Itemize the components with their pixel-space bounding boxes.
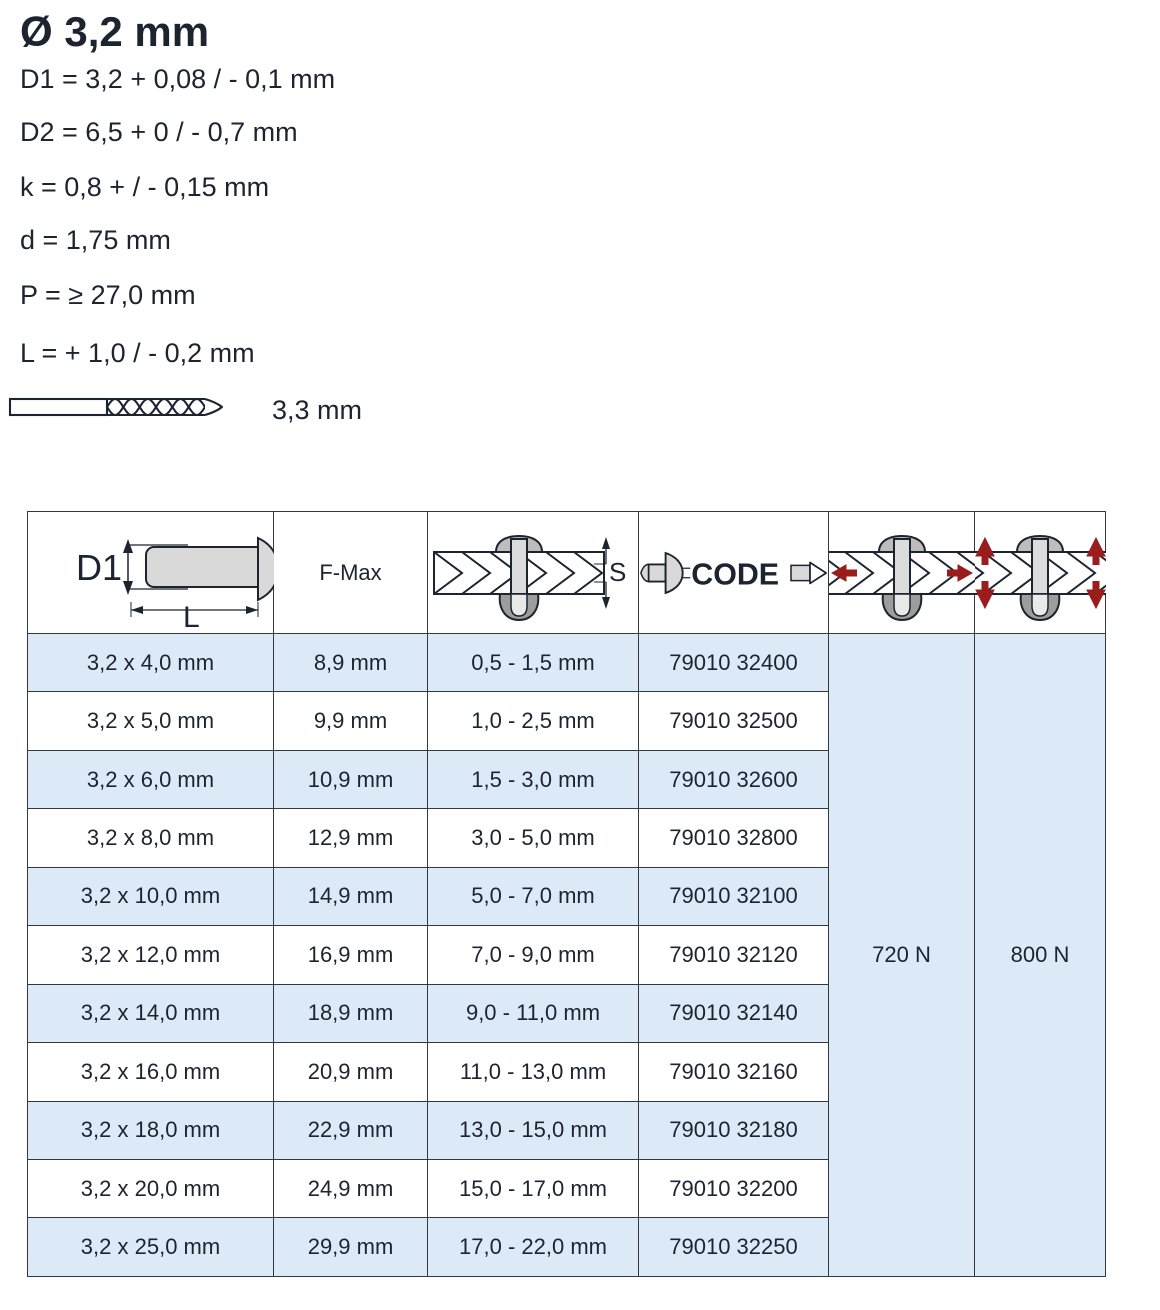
svg-text:L: L [183, 601, 200, 633]
svg-text:D1: D1 [76, 547, 122, 588]
svg-text:S: S [609, 557, 626, 587]
svg-text:CODE: CODE [691, 557, 779, 591]
